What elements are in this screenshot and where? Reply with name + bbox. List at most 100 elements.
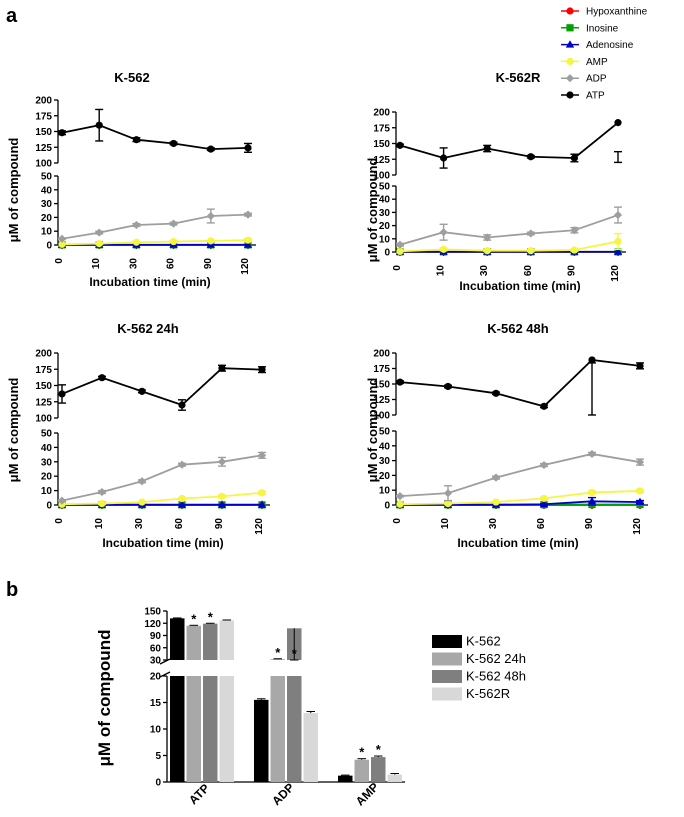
legend-b-swatch-k-562-24h — [432, 652, 462, 666]
legend-label-amp: AMP — [586, 57, 608, 68]
chart-1-title: K-562R — [496, 70, 541, 85]
chart-3-point-atp-5 — [636, 362, 644, 370]
chart-1-point-amp-5 — [614, 237, 622, 246]
chart-k562: K-562 100 125 150 175 200 0 10 20 30 40 50 0 10 30 60 90… — [6, 70, 256, 289]
chart-1-series-adp — [395, 206, 623, 249]
chart-2-point-adenosine-4 — [217, 500, 227, 508]
panel-b-label: b — [6, 579, 18, 601]
chart-2-point-adp-1 — [97, 487, 107, 497]
chart-b-bar-atp-k-562-lower — [170, 676, 185, 782]
chart-3-y-upper-tick-label-200: 200 — [373, 349, 390, 360]
legend-marker-atp — [566, 91, 574, 99]
chart-b-bar-adp-k-562 — [254, 699, 269, 782]
chart-1-point-adp-1 — [439, 228, 448, 237]
chart-b-y-upper-tick-label-30: 30 — [150, 656, 162, 667]
legend-marker-adenosine — [565, 40, 575, 48]
legend-b-swatch-k-562r — [432, 687, 462, 701]
chart-0-point-amp-4 — [207, 237, 215, 245]
chart-3-point-adp-3 — [539, 460, 549, 470]
chart-b-bar-adp-k-562-24h-lower — [270, 676, 285, 782]
chart-2-point-atp-5 — [258, 366, 266, 374]
chart-1-series-atp — [396, 119, 622, 169]
chart-2-point-amp-5 — [258, 489, 266, 497]
chart-b-bar-amp-k-562-24h — [354, 759, 369, 782]
chart-3-point-adp-1 — [443, 489, 453, 498]
chart-b-bar-atp-k-562-48h-upper — [203, 623, 218, 660]
chart-b-bar-atp-k-562-upper — [170, 618, 185, 660]
chart-0-point-atp-2 — [132, 136, 140, 144]
chart-2-x-tick-label-90: 90 — [214, 518, 225, 530]
chart-2-point-adp-3 — [177, 460, 187, 469]
chart-b-bar-group-atp-k-562-48h: * — [203, 609, 218, 782]
chart-3-y-lower-tick-label-40: 40 — [379, 441, 391, 452]
chart-2-series-adp — [57, 451, 267, 505]
legend-item-atp: ATP — [561, 91, 605, 102]
chart-b-bar-atp-k-562r-upper — [219, 620, 234, 660]
chart-3-point-amp-5 — [636, 487, 644, 495]
chart-1-series-amp — [396, 232, 622, 255]
chart-b-bar-atp-k-562-48h-lower — [203, 676, 218, 782]
chart-1-x-tick-label-60: 60 — [523, 265, 534, 277]
chart-0-title: K-562 — [114, 70, 149, 85]
chart-b-bar-atp-k-562r-lower — [219, 676, 234, 782]
chart-1-point-atp-5 — [614, 119, 622, 127]
chart-3-x-tick-label-60: 60 — [536, 518, 547, 530]
chart-3-point-atp-0 — [396, 378, 404, 386]
legend-b-item-k-562-24h: K-562 24h — [432, 651, 526, 666]
chart-k562r: K-562R 100 125 150 175 200 0 10 20 30 40 50 0 10 30 60 9… — [365, 70, 626, 293]
chart-3-point-adp-0 — [395, 492, 405, 501]
chart-2-point-amp-1 — [98, 499, 106, 508]
chart-0-line-amp — [61, 239, 249, 246]
legend-a: Hypoxanthine Inosine Adenosine AMP ADP ATP — [561, 7, 648, 102]
chart-2-y-lower-tick-label-40: 40 — [41, 443, 53, 454]
chart-b-x-tick-label-atp: ATP — [186, 781, 212, 807]
legend-item-adp: ADP — [561, 74, 607, 85]
chart-2-point-adp-4 — [217, 457, 227, 466]
chart-3-y-lower-tick-label-0: 0 — [384, 501, 390, 512]
chart-2-y-label: μM of compound — [6, 378, 21, 483]
chart-b-y-label: μM of compound — [95, 630, 114, 767]
chart-b-bar-group-adp-k-562 — [254, 698, 269, 782]
legend-item-hypoxanthine: Hypoxanthine — [561, 7, 648, 18]
chart-b-bar-atp-k-562-24h-upper — [186, 625, 201, 660]
chart-0-point-adp-2 — [132, 220, 141, 230]
legend-item-inosine: Inosine — [561, 23, 619, 34]
chart-1-y-lower-tick-label-0: 0 — [384, 248, 390, 259]
chart-2-y-lower-tick-label-20: 20 — [41, 472, 53, 483]
chart-1-x-label: Incubation time (min) — [459, 279, 580, 293]
chart-3-point-adenosine-4 — [587, 496, 597, 505]
chart-b-break-mark-upper — [159, 658, 171, 665]
chart-2-y-upper-tick-label-100: 100 — [35, 414, 52, 425]
chart-0-point-atp-5 — [244, 144, 252, 152]
chart-1-y-upper-tick-label-175: 175 — [373, 123, 390, 134]
chart-0-line-adp — [61, 213, 249, 240]
chart-k562-24h: K-562 24h 100 125 150 175 200 0 10 20 30 40 50 0 10 30… — [6, 321, 270, 550]
chart-3-y-lower-tick-label-10: 10 — [379, 486, 391, 497]
chart-b-bar-group-atp-k-562 — [170, 617, 185, 782]
chart-1-point-amp-2 — [483, 247, 491, 255]
chart-3-x-tick-label-30: 30 — [488, 518, 499, 530]
chart-2-x-tick-label-60: 60 — [174, 518, 185, 530]
chart-b-bar-adp-k-562-48h-lower — [287, 676, 302, 782]
chart-1-point-amp-3 — [527, 247, 535, 255]
legend-label-atp: ATP — [586, 91, 605, 102]
chart-3-point-atp-4 — [588, 356, 596, 364]
chart-0-point-adp-3 — [169, 219, 178, 228]
chart-2-point-atp-1 — [98, 374, 106, 382]
chart-2-y-upper-tick-label-150: 150 — [35, 381, 52, 392]
chart-0-y-upper-tick-label-200: 200 — [35, 96, 52, 107]
chart-1-point-amp-1 — [440, 245, 448, 253]
legend-label-hypoxanthine: Hypoxanthine — [586, 7, 648, 18]
legend-b-swatch-k-562-48h — [432, 670, 462, 683]
chart-3-line-atp — [399, 359, 641, 408]
chart-b-bar-group-amp-k-562 — [338, 774, 353, 782]
chart-1-y-upper-tick-label-150: 150 — [373, 139, 390, 150]
chart-1-y-label: μM of compound — [365, 158, 380, 263]
chart-0-x-tick-label-60: 60 — [166, 258, 177, 270]
chart-b-sig-atp-k-562-24h: * — [191, 611, 197, 626]
chart-b-bar-group-amp-k-562-48h: * — [371, 742, 386, 782]
chart-b-y-lower-tick-label-0: 0 — [155, 778, 161, 789]
chart-0-series-adp — [57, 208, 253, 243]
chart-1-x-tick-label-10: 10 — [436, 265, 447, 277]
